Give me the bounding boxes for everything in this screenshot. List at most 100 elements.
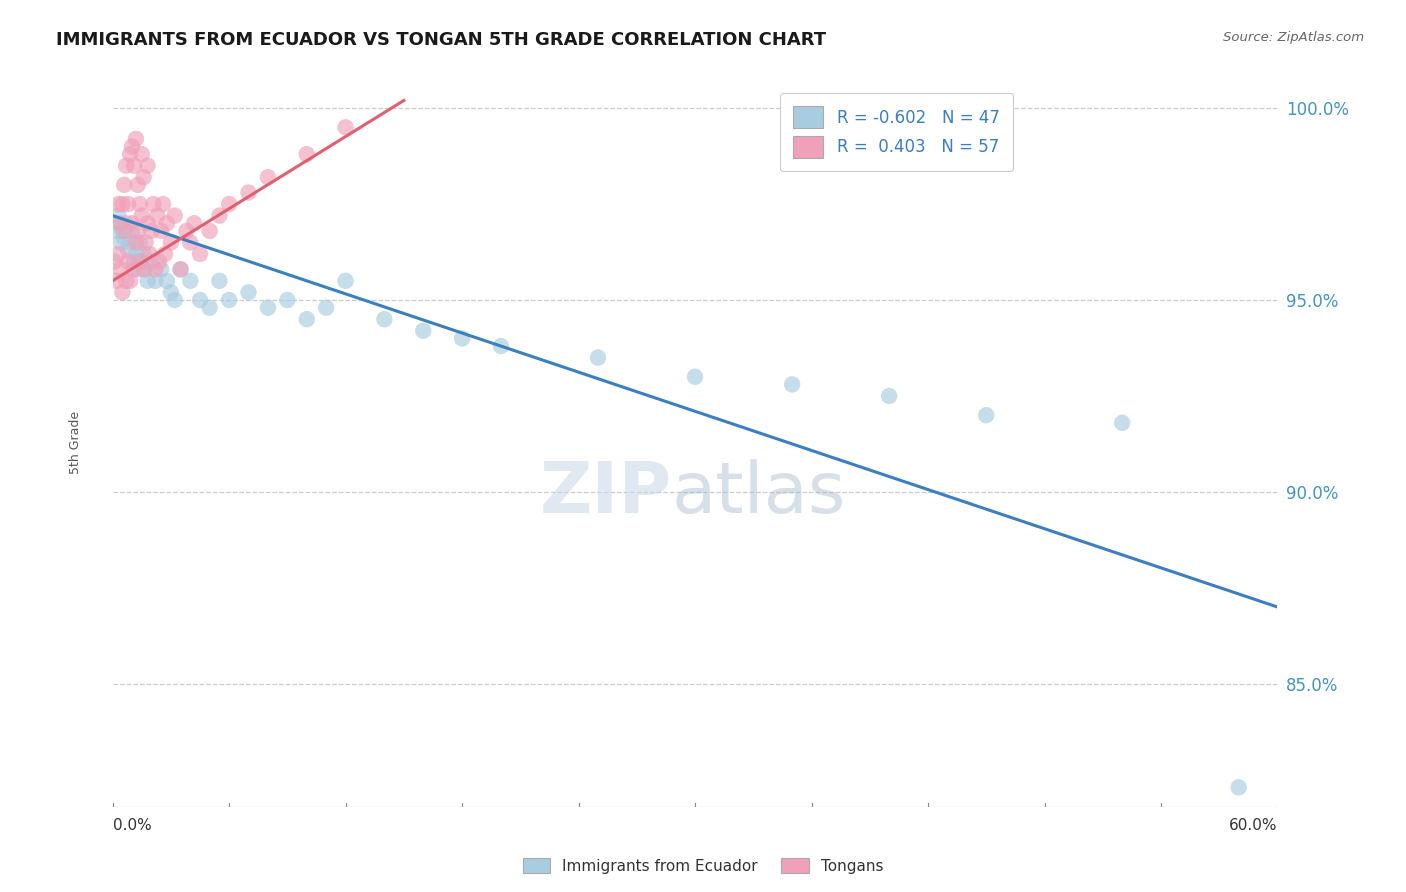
Point xyxy=(169,262,191,277)
Point xyxy=(160,285,183,300)
Point xyxy=(295,147,318,161)
Point xyxy=(974,408,997,422)
Point xyxy=(110,216,132,230)
Point xyxy=(135,262,157,277)
Point xyxy=(107,209,129,223)
Point xyxy=(160,235,183,250)
Point xyxy=(115,216,138,230)
Text: 5th Grade: 5th Grade xyxy=(69,410,82,474)
Point xyxy=(136,159,159,173)
Point xyxy=(132,262,155,277)
Point xyxy=(136,216,159,230)
Point xyxy=(120,147,142,161)
Point xyxy=(110,235,132,250)
Point xyxy=(117,254,139,268)
Point xyxy=(138,247,160,261)
Point xyxy=(111,224,134,238)
Point xyxy=(122,254,145,268)
Legend: R = -0.602   N = 47, R =  0.403   N = 57: R = -0.602 N = 47, R = 0.403 N = 57 xyxy=(780,93,1012,171)
Point xyxy=(120,274,142,288)
Point xyxy=(112,178,135,192)
Point xyxy=(412,324,434,338)
Text: ZIP: ZIP xyxy=(540,458,672,527)
Point xyxy=(107,197,129,211)
Point xyxy=(127,178,149,192)
Point xyxy=(586,351,609,365)
Point xyxy=(125,247,148,261)
Point xyxy=(1227,780,1250,795)
Point xyxy=(143,262,166,277)
Point xyxy=(131,254,153,268)
Point xyxy=(125,235,148,250)
Point xyxy=(315,301,337,315)
Point xyxy=(198,224,221,238)
Point xyxy=(142,197,165,211)
Point xyxy=(132,247,155,261)
Text: IMMIGRANTS FROM ECUADOR VS TONGAN 5TH GRADE CORRELATION CHART: IMMIGRANTS FROM ECUADOR VS TONGAN 5TH GR… xyxy=(56,31,827,49)
Point xyxy=(153,247,176,261)
Point xyxy=(183,216,205,230)
Point xyxy=(141,254,163,268)
Point xyxy=(150,224,173,238)
Point xyxy=(373,312,395,326)
Point xyxy=(208,274,231,288)
Point xyxy=(131,147,153,161)
Point xyxy=(121,216,143,230)
Point xyxy=(169,262,191,277)
Legend: Immigrants from Ecuador, Tongans: Immigrants from Ecuador, Tongans xyxy=(516,852,890,880)
Point xyxy=(121,224,143,238)
Point xyxy=(489,339,512,353)
Point xyxy=(238,186,260,200)
Point xyxy=(163,209,186,223)
Point xyxy=(136,274,159,288)
Point xyxy=(125,132,148,146)
Point xyxy=(128,197,150,211)
Point xyxy=(122,159,145,173)
Point xyxy=(238,285,260,300)
Point xyxy=(163,293,186,307)
Point xyxy=(156,216,179,230)
Point xyxy=(152,197,174,211)
Point xyxy=(295,312,318,326)
Point xyxy=(105,274,128,288)
Point xyxy=(188,293,211,307)
Point xyxy=(115,274,138,288)
Point xyxy=(208,209,231,223)
Point xyxy=(127,224,149,238)
Point xyxy=(110,262,132,277)
Point xyxy=(150,262,173,277)
Point xyxy=(1111,416,1133,430)
Point xyxy=(132,170,155,185)
Point xyxy=(146,209,169,223)
Point xyxy=(780,377,803,392)
Point xyxy=(156,274,179,288)
Point xyxy=(117,197,139,211)
Point xyxy=(218,293,240,307)
Text: atlas: atlas xyxy=(672,458,846,527)
Point xyxy=(120,235,142,250)
Point xyxy=(198,301,221,315)
Point xyxy=(107,247,129,261)
Point xyxy=(112,232,135,246)
Point xyxy=(135,235,157,250)
Point xyxy=(683,369,706,384)
Text: Source: ZipAtlas.com: Source: ZipAtlas.com xyxy=(1223,31,1364,45)
Point xyxy=(257,301,280,315)
Point xyxy=(111,197,134,211)
Point xyxy=(131,209,153,223)
Point xyxy=(122,262,145,277)
Point xyxy=(451,331,474,345)
Point xyxy=(148,254,170,268)
Point xyxy=(103,254,125,268)
Point xyxy=(127,262,149,277)
Point xyxy=(276,293,298,307)
Point xyxy=(115,159,138,173)
Point xyxy=(257,170,280,185)
Point xyxy=(141,224,163,238)
Point xyxy=(121,139,143,153)
Point xyxy=(128,235,150,250)
Point xyxy=(103,216,125,230)
Point xyxy=(335,120,357,135)
Point xyxy=(179,274,201,288)
Point xyxy=(105,224,128,238)
